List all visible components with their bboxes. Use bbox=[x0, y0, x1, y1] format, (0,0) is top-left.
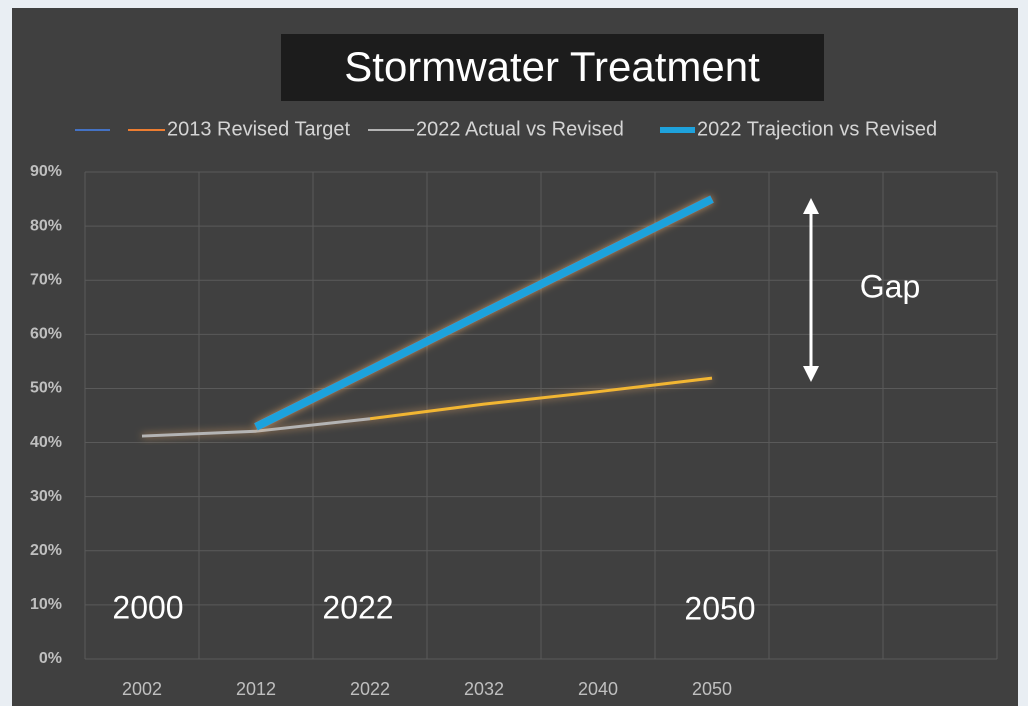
chart-title: Stormwater Treatment bbox=[344, 43, 760, 90]
annotation: 2022 bbox=[322, 589, 393, 625]
annotation: 2050 bbox=[684, 590, 755, 626]
y-tick-label: 20% bbox=[30, 542, 62, 559]
legend-label: 2013 Revised Target bbox=[167, 118, 351, 140]
x-tick-label: 2050 bbox=[692, 679, 732, 699]
y-tick-label: 60% bbox=[30, 326, 62, 343]
arrow-head bbox=[803, 198, 819, 214]
legend-label: 2022 Trajection vs Revised bbox=[697, 118, 937, 140]
annotation: 2000 bbox=[112, 589, 183, 625]
y-tick-label: 10% bbox=[30, 596, 62, 613]
annotation: Gap bbox=[860, 268, 920, 304]
legend-label: 2022 Actual vs Revised bbox=[416, 118, 624, 140]
x-tick-label: 2022 bbox=[350, 679, 390, 699]
y-tick-label: 0% bbox=[39, 650, 62, 667]
y-tick-label: 40% bbox=[30, 434, 62, 451]
y-tick-label: 70% bbox=[30, 271, 62, 288]
series-line bbox=[369, 376, 713, 421]
series-line bbox=[141, 417, 371, 438]
x-tick-label: 2012 bbox=[236, 679, 276, 699]
chart-background bbox=[12, 8, 1018, 706]
title-box bbox=[281, 34, 824, 101]
x-tick-label: 2002 bbox=[122, 679, 162, 699]
y-tick-label: 50% bbox=[30, 380, 62, 397]
series-line bbox=[254, 195, 714, 431]
y-tick-label: 30% bbox=[30, 488, 62, 505]
x-tick-label: 2040 bbox=[578, 679, 618, 699]
y-tick-label: 80% bbox=[30, 217, 62, 234]
arrow-head bbox=[803, 366, 819, 382]
x-tick-label: 2032 bbox=[464, 679, 504, 699]
y-tick-label: 90% bbox=[30, 163, 62, 180]
